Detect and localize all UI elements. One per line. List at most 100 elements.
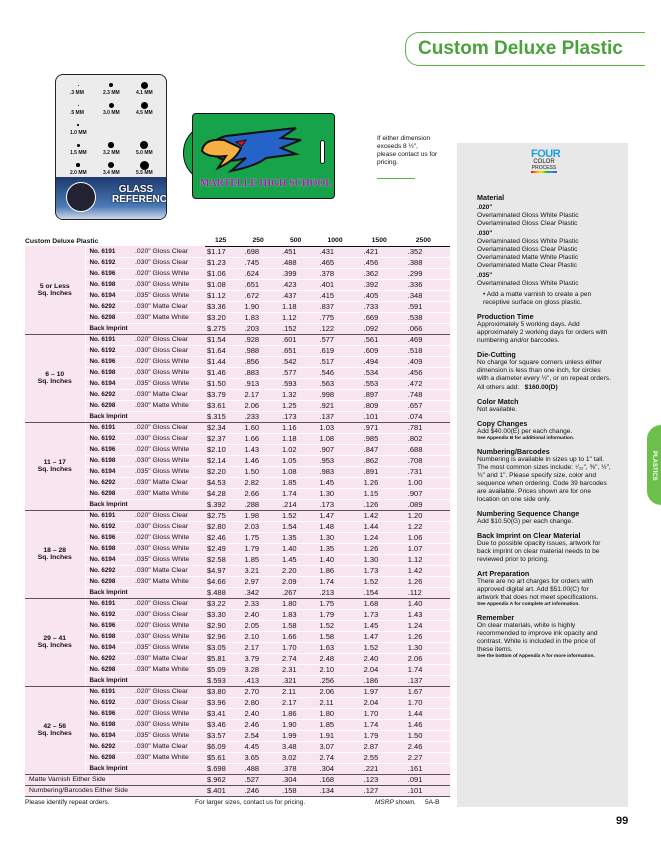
price-cell: .137: [405, 675, 450, 687]
price-cell: 1.08: [280, 466, 318, 478]
material-cell: .020" Gloss White: [135, 620, 205, 632]
price-cell: .126: [361, 499, 406, 511]
hawk-mascot-icon: [200, 127, 302, 173]
page-number: 99: [616, 815, 629, 827]
price-cell: .698: [242, 246, 280, 258]
price-cell: 1.85: [317, 719, 362, 731]
price-cell: .593: [280, 378, 318, 390]
dot-sample: [140, 81, 148, 89]
price-cell: 1.47: [317, 510, 362, 522]
price-cell: .091: [405, 774, 450, 786]
table-row: Back Imprint $.275.203.152.122.092.066: [25, 323, 450, 335]
price-cell: $3.36: [205, 301, 243, 313]
option-label: Matte Varnish Either Side: [25, 774, 205, 786]
item-number: No. 6196: [85, 708, 135, 720]
price-table: Custom Deluxe Plastic 125 250 500 1000 1…: [25, 236, 450, 797]
table-row: No. 6192.030" Gloss Clear $3.30 2.40 1.83 1.…: [25, 609, 450, 621]
price-cell: 1.52: [361, 642, 406, 654]
item-number: No. 6196: [85, 620, 135, 632]
price-cell: $3.41: [205, 708, 243, 720]
price-cell: .437: [280, 290, 318, 302]
price-cell: .342: [242, 587, 280, 599]
price-cell: 1.98: [242, 510, 280, 522]
item-number: No. 6194: [85, 554, 135, 566]
table-row: No. 6292.030" Matte Clear $3.36 1.90 1.18.8…: [25, 301, 450, 313]
production-text: Approximately 5 working days. Add approx…: [477, 321, 608, 344]
material-cell: .020" Gloss Clear: [135, 246, 205, 258]
price-cell: .998: [317, 389, 362, 401]
footer-msrp: MSRP shown.: [375, 799, 416, 806]
table-row: No. 6194.035" Gloss White $1.50.913.593.5…: [25, 378, 450, 390]
bullet-note: • Add a matte varnish to create a pen re…: [483, 291, 592, 306]
bullet-text: Add a matte varnish to create a pen rece…: [483, 291, 592, 306]
price-cell: .336: [405, 279, 450, 291]
price-cell: 1.79: [317, 609, 362, 621]
material-item: Overlaminated Gloss Clear Plastic: [477, 246, 578, 253]
price-cell: .092: [361, 323, 406, 335]
price-cell: .897: [361, 389, 406, 401]
item-number: No. 6191: [85, 598, 135, 610]
price-cell: .186: [361, 675, 406, 687]
material-cell: .030" Gloss White: [135, 455, 205, 467]
price-cell: .553: [361, 378, 406, 390]
price-cell: 1.74: [317, 576, 362, 588]
price-cell: 1.02: [280, 444, 318, 456]
price-cell: $2.58: [205, 554, 243, 566]
price-cell: 2.06: [405, 653, 450, 665]
price-cell: .137: [317, 411, 362, 423]
price-cell: 2.17: [280, 697, 318, 709]
price-cell: $2.14: [205, 455, 243, 467]
page-title: Custom Deluxe Plastic: [405, 32, 645, 66]
price-cell: 1.30: [361, 554, 406, 566]
dot-size-label: 4.1 MM: [136, 90, 153, 96]
item-number: Back Imprint: [85, 763, 205, 775]
qty-header: 1000: [317, 236, 362, 247]
price-cell: .591: [405, 301, 450, 313]
table-row: Back Imprint $.488.342.267.213.154.112: [25, 587, 450, 599]
price-cell: 2.74: [280, 653, 318, 665]
sequence-heading: Numbering Sequence Change: [477, 509, 580, 518]
price-cell: .971: [361, 422, 406, 434]
price-cell: 2.04: [361, 664, 406, 676]
price-cell: .862: [361, 455, 406, 467]
item-number: No. 6196: [85, 268, 135, 280]
price-cell: 2.54: [242, 730, 280, 742]
price-cell: $2.80: [205, 521, 243, 533]
section-tab-plastics[interactable]: PLASTICS: [647, 425, 661, 505]
item-number: No. 6194: [85, 730, 135, 742]
table-row: Back Imprint $.392.288.214.173.126.089: [25, 499, 450, 511]
material-item: Overlaminated Gloss Clear Plastic: [477, 220, 578, 227]
price-cell: $1.17: [205, 246, 243, 258]
table-row: No. 6194.035" Gloss White $2.20 1.50 1.08.9…: [25, 466, 450, 478]
art-heading: Art Preparation: [477, 569, 530, 578]
price-cell: .409: [405, 356, 450, 368]
price-cell: 1.06: [405, 532, 450, 544]
price-cell: 2.10: [242, 631, 280, 643]
price-cell: .775: [317, 312, 362, 324]
price-cell: .348: [405, 290, 450, 302]
qty-header: 1500: [361, 236, 406, 247]
price-cell: 1.58: [317, 631, 362, 643]
footer-code: 5A-B: [425, 799, 440, 806]
price-cell: 1.83: [280, 609, 318, 621]
price-cell: 2.09: [280, 576, 318, 588]
item-number: No. 6196: [85, 444, 135, 456]
item-number: No. 6196: [85, 356, 135, 368]
price-cell: 2.06: [242, 400, 280, 412]
price-cell: 1.45: [280, 554, 318, 566]
dot-size-label: .5 MM: [70, 110, 84, 116]
table-row: Matte Varnish Either Side $.962.527.304.1…: [25, 774, 450, 786]
dot-sample: [77, 124, 79, 126]
numbering-heading: Numbering/Barcodes: [477, 447, 550, 456]
price-cell: 1.85: [280, 477, 318, 489]
size-group-text: 6 – 10: [45, 371, 65, 378]
price-cell: 1.90: [280, 719, 318, 731]
dot-size-label: 3.0 MM: [103, 110, 120, 116]
price-cell: 1.79: [242, 543, 280, 555]
item-number: No. 6198: [85, 543, 135, 555]
price-cell: .563: [317, 378, 362, 390]
item-number: No. 6191: [85, 246, 135, 258]
price-cell: 1.52: [280, 510, 318, 522]
price-cell: 1.66: [280, 631, 318, 643]
price-cell: 3.07: [317, 741, 362, 753]
